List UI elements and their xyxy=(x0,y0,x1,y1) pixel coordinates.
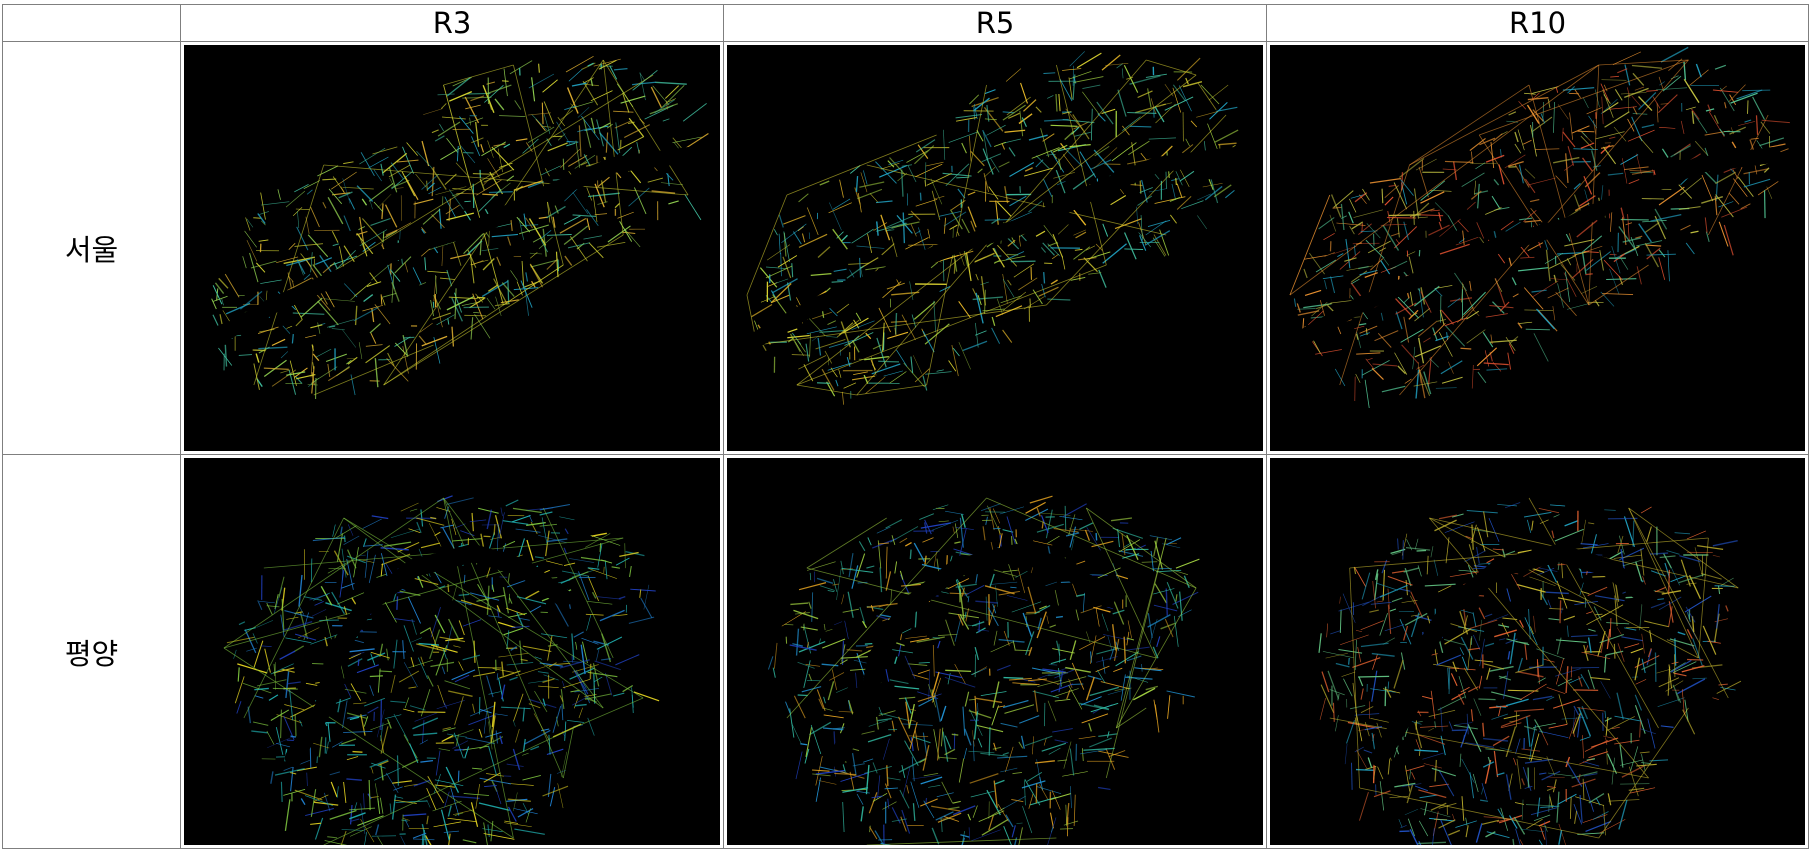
column-header-r5: R5 xyxy=(724,5,1267,42)
corner-cell xyxy=(3,5,181,42)
row-label-seoul: 서울 xyxy=(3,42,181,455)
map-pyongyang-r5 xyxy=(727,458,1263,845)
header-row: R3 R5 R10 xyxy=(3,5,1809,42)
map-seoul-r10 xyxy=(1270,45,1805,451)
column-header-r10: R10 xyxy=(1267,5,1809,42)
row-label-pyongyang: 평양 xyxy=(3,455,181,849)
row-seoul: 서울 xyxy=(3,42,1809,455)
map-pyongyang-r10 xyxy=(1270,458,1805,845)
comparison-table: R3 R5 R10 서울 평양 xyxy=(2,4,1809,849)
row-pyongyang: 평양 xyxy=(3,455,1809,849)
map-pyongyang-r3 xyxy=(184,458,720,845)
map-seoul-r3 xyxy=(184,45,720,451)
column-header-r3: R3 xyxy=(181,5,724,42)
map-seoul-r5 xyxy=(727,45,1263,451)
